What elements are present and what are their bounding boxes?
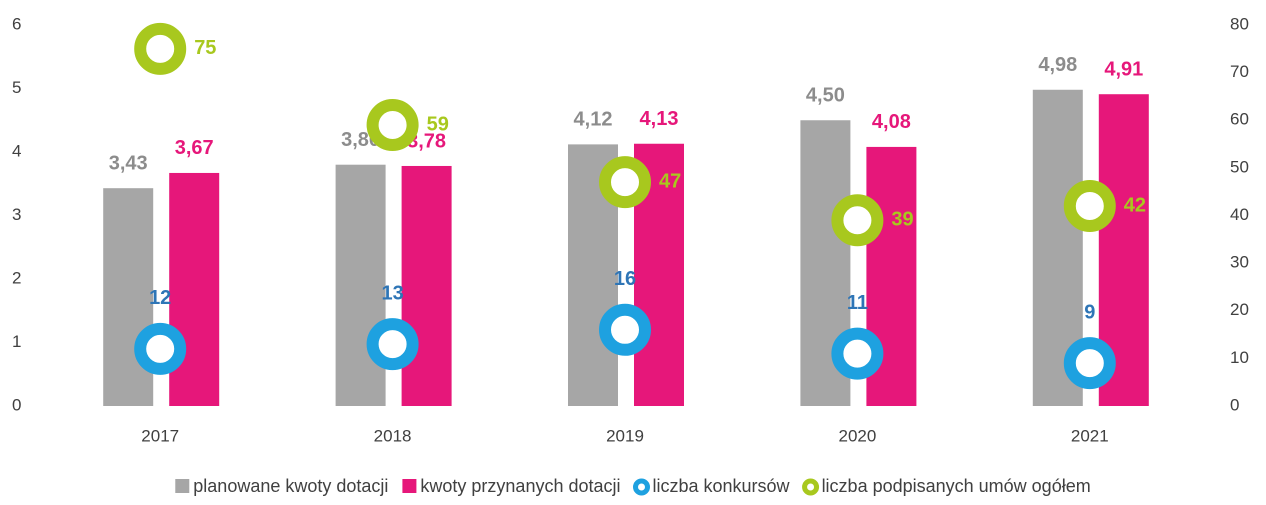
x-tick-label: 2020	[838, 426, 876, 445]
legend-icon	[175, 479, 190, 493]
marker-label: 59	[427, 113, 449, 135]
marker-label: 47	[659, 170, 681, 192]
legend-label: liczba konkursów	[653, 476, 791, 496]
legend-icon	[633, 478, 650, 496]
y-tick-label: 5	[12, 78, 21, 97]
marker-label: 16	[614, 268, 636, 290]
marker	[1063, 179, 1116, 232]
marker	[599, 156, 651, 209]
marker-label: 11	[847, 292, 868, 314]
marker	[134, 22, 187, 75]
x-tick-label: 2018	[374, 426, 412, 445]
x-tick-label: 2021	[1071, 426, 1109, 445]
y2-tick-label: 0	[1230, 395, 1239, 414]
y-tick-label: 3	[12, 205, 21, 224]
y-tick-label: 4	[12, 141, 21, 160]
legend-label: planowane kwoty dotacji	[193, 476, 388, 496]
bar-label: 4,08	[872, 111, 911, 133]
y-tick-label: 1	[12, 332, 21, 351]
bar	[401, 165, 452, 406]
marker	[1063, 337, 1116, 390]
y2-tick-label: 50	[1230, 157, 1249, 176]
marker	[134, 322, 187, 375]
y2-tick-label: 70	[1230, 62, 1249, 81]
bar	[103, 188, 154, 406]
marker	[366, 99, 419, 152]
bar-label: 3,78	[407, 130, 446, 152]
legend-icon	[802, 478, 820, 496]
marker-label: 9	[1084, 301, 1095, 323]
y2-tick-label: 10	[1230, 348, 1249, 367]
marker	[366, 318, 419, 371]
bar-label: 4,98	[1038, 54, 1077, 76]
bar	[335, 164, 386, 406]
y2-tick-label: 60	[1230, 110, 1249, 129]
y2-tick-label: 40	[1230, 205, 1249, 224]
marker	[831, 327, 884, 380]
bar-label: 4,50	[806, 85, 845, 107]
y-tick-label: 2	[12, 268, 21, 287]
marker-label: 75	[194, 37, 216, 59]
marker	[599, 303, 651, 356]
legend-icon	[402, 479, 417, 493]
marker-label: 13	[381, 282, 403, 304]
marker	[831, 194, 884, 247]
bar	[169, 172, 220, 406]
x-tick-label: 2017	[141, 426, 179, 445]
legend-label: liczba podpisanych umów ogółem	[822, 476, 1091, 496]
x-tick-label: 2019	[606, 426, 644, 445]
marker-label: 42	[1124, 194, 1146, 216]
y-tick-label: 0	[12, 395, 21, 414]
bar-label: 4,12	[574, 109, 613, 131]
y2-tick-label: 30	[1230, 253, 1249, 272]
legend-label: kwoty przynanych dotacji	[420, 476, 620, 496]
y-tick-label: 6	[12, 14, 21, 33]
bar-label: 3,43	[109, 152, 148, 174]
bar-label: 4,91	[1104, 58, 1143, 80]
marker-label: 12	[149, 287, 171, 309]
marker-label: 39	[891, 209, 913, 231]
y2-tick-label: 20	[1230, 300, 1249, 319]
bar-label: 4,13	[640, 108, 679, 130]
y2-tick-label: 80	[1230, 14, 1249, 33]
bar-label: 3,67	[175, 137, 214, 159]
